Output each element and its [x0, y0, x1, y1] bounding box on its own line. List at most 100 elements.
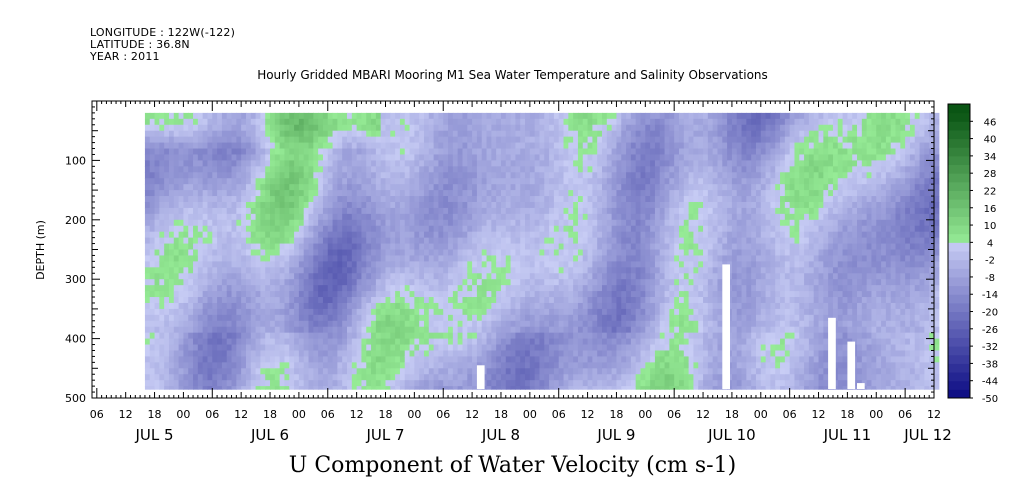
heatmap-cell — [347, 273, 353, 280]
heatmap-cell — [250, 112, 257, 120]
heatmap-cell — [645, 142, 651, 150]
heatmap-cell — [582, 231, 589, 239]
heatmap-cell — [193, 302, 199, 310]
heatmap-cell — [626, 190, 632, 197]
heatmap-cell — [553, 219, 560, 227]
heatmap-cell — [327, 285, 334, 292]
heatmap-cell — [650, 231, 656, 239]
heatmap-cell — [202, 231, 209, 239]
heatmap-cell — [207, 314, 213, 322]
heatmap-cell — [168, 118, 175, 126]
heatmap-cell — [188, 207, 194, 215]
heatmap-cell — [553, 124, 560, 132]
heatmap-cell — [476, 196, 483, 203]
heatmap-cell — [313, 285, 319, 292]
heatmap-cell — [236, 249, 242, 257]
heatmap-cell — [409, 172, 415, 179]
heatmap-cell — [616, 207, 622, 215]
heatmap-cell — [582, 279, 589, 286]
heatmap-cell — [366, 374, 372, 381]
heatmap-cell — [472, 219, 478, 227]
heatmap-cell — [399, 291, 406, 298]
heatmap-cell — [318, 124, 324, 132]
heatmap-cell — [149, 142, 156, 150]
heatmap-cell — [371, 320, 377, 328]
heatmap-cell — [582, 219, 589, 227]
heatmap-cell — [395, 291, 401, 298]
heatmap-cell — [635, 136, 642, 144]
heatmap-cell — [611, 273, 618, 280]
heatmap-cell — [274, 130, 281, 138]
heatmap-cell — [154, 314, 160, 322]
heatmap-cell — [529, 285, 536, 292]
heatmap-cell — [549, 231, 555, 239]
heatmap-cell — [279, 338, 286, 346]
heatmap-cell — [491, 142, 497, 150]
heatmap-cell — [250, 178, 257, 185]
heatmap-cell — [178, 142, 185, 150]
heatmap-cell — [164, 112, 170, 120]
heatmap-cell — [265, 279, 271, 286]
heatmap-cell — [587, 184, 593, 191]
heatmap-cell — [250, 219, 257, 227]
heatmap-cell — [520, 380, 526, 387]
heatmap-cell — [342, 362, 348, 369]
heatmap-cell — [289, 350, 295, 358]
heatmap-cell — [178, 154, 185, 161]
heatmap-cell — [385, 314, 391, 322]
heatmap-cell — [621, 112, 627, 120]
heatmap-cell — [255, 178, 261, 185]
heatmap-cell — [351, 148, 358, 156]
heatmap-cell — [438, 291, 444, 298]
heatmap-cell — [515, 273, 521, 280]
heatmap-cell — [342, 118, 348, 126]
heatmap-cell — [621, 326, 627, 334]
heatmap-cell — [640, 124, 646, 132]
heatmap-cell — [395, 130, 401, 138]
heatmap-cell — [654, 148, 661, 156]
heatmap-cell — [606, 178, 613, 185]
heatmap-cell — [217, 249, 223, 257]
heatmap-cell — [202, 201, 209, 209]
heatmap-cell — [462, 172, 468, 179]
heatmap-cell — [592, 231, 598, 239]
heatmap-cell — [366, 273, 372, 280]
heatmap-cell — [395, 320, 401, 328]
heatmap-cell — [337, 154, 343, 161]
heatmap-cell — [520, 374, 526, 381]
heatmap-cell — [347, 118, 353, 126]
heatmap-cell — [347, 386, 353, 390]
heatmap-cell — [409, 166, 415, 173]
heatmap-cell — [395, 297, 401, 304]
heatmap-cell — [505, 344, 512, 352]
heatmap-cell — [332, 160, 338, 167]
heatmap-cell — [217, 243, 223, 251]
heatmap-cell — [303, 118, 310, 126]
heatmap-cell — [496, 285, 502, 292]
heatmap-cell — [322, 368, 329, 375]
heatmap-cell — [318, 207, 324, 215]
heatmap-cell — [448, 302, 454, 310]
heatmap-cell — [289, 326, 295, 334]
heatmap-cell — [582, 172, 589, 179]
heatmap-cell — [356, 207, 363, 215]
heatmap-cell — [563, 261, 569, 268]
heatmap-cell — [602, 249, 608, 257]
heatmap-cell — [520, 178, 526, 185]
heatmap-cell — [582, 285, 589, 292]
heatmap-cell — [443, 190, 449, 197]
heatmap-cell — [443, 338, 449, 346]
heatmap-cell — [385, 154, 391, 161]
heatmap-cell — [510, 386, 516, 390]
heatmap-cell — [491, 196, 497, 203]
heatmap-cell — [399, 362, 406, 369]
heatmap-cell — [188, 196, 194, 203]
heatmap-cell — [375, 124, 382, 132]
heatmap-cell — [558, 136, 565, 144]
heatmap-cell — [573, 344, 579, 352]
heatmap-cell — [322, 380, 329, 387]
heatmap-cell — [294, 261, 300, 268]
heatmap-cell — [289, 154, 295, 161]
heatmap-cell — [635, 249, 642, 257]
heatmap-cell — [202, 178, 209, 185]
